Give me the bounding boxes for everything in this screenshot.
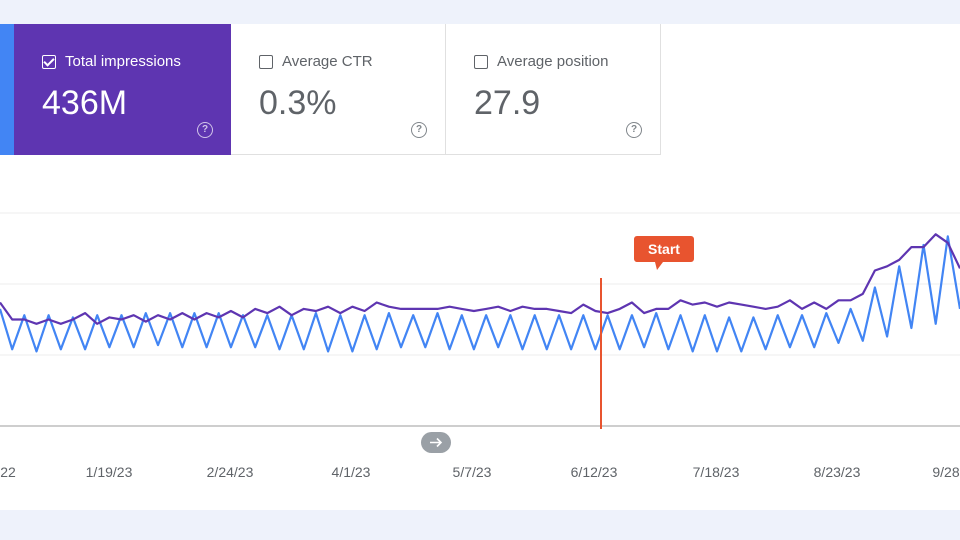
start-label: Start [648,241,680,257]
metric-value: 27.9 [474,84,541,122]
x-tick-label: 9/28 [932,464,959,480]
x-tick-label: 1/19/23 [86,464,133,480]
x-tick-label: 2/24/23 [207,464,254,480]
help-icon[interactable]: ? [411,122,427,138]
metric-label: Average CTR [282,53,373,70]
help-icon[interactable]: ? [197,122,213,138]
x-tick-label: 7/18/23 [693,464,740,480]
checkbox-checked-icon[interactable] [42,54,56,69]
metric-header: Average position [474,53,608,70]
x-tick-label: 4/1/23 [332,464,371,480]
series-line [0,233,960,325]
x-tick-label: 6/12/23 [571,464,618,480]
metric-label: Average position [497,53,609,70]
help-icon[interactable]: ? [626,122,642,138]
metric-card-position[interactable]: Average position 27.9 ? [446,24,661,155]
x-tick-label: 8/23/23 [814,464,861,480]
arrow-right-icon [430,437,443,448]
start-badge [634,236,694,270]
metric-header: Average CTR [259,53,373,70]
selected-strip [0,24,14,155]
metric-label: Total impressions [65,53,181,70]
metric-card-impressions[interactable]: Total impressions 436M ? [14,24,231,155]
metric-header: Total impressions [42,53,181,70]
metric-value: 0.3% [259,84,337,122]
series-line [0,235,960,353]
metric-card-ctr[interactable]: Average CTR 0.3% ? [231,24,446,155]
x-tick-label: 5/7/23 [453,464,492,480]
checkbox-icon[interactable] [259,54,273,69]
scroll-arrow-button[interactable] [421,432,451,453]
x-tick-label: 22 [0,464,16,480]
metric-value: 436M [42,84,128,122]
start-annotation[interactable]: Start [634,236,694,270]
checkbox-icon[interactable] [474,54,488,69]
